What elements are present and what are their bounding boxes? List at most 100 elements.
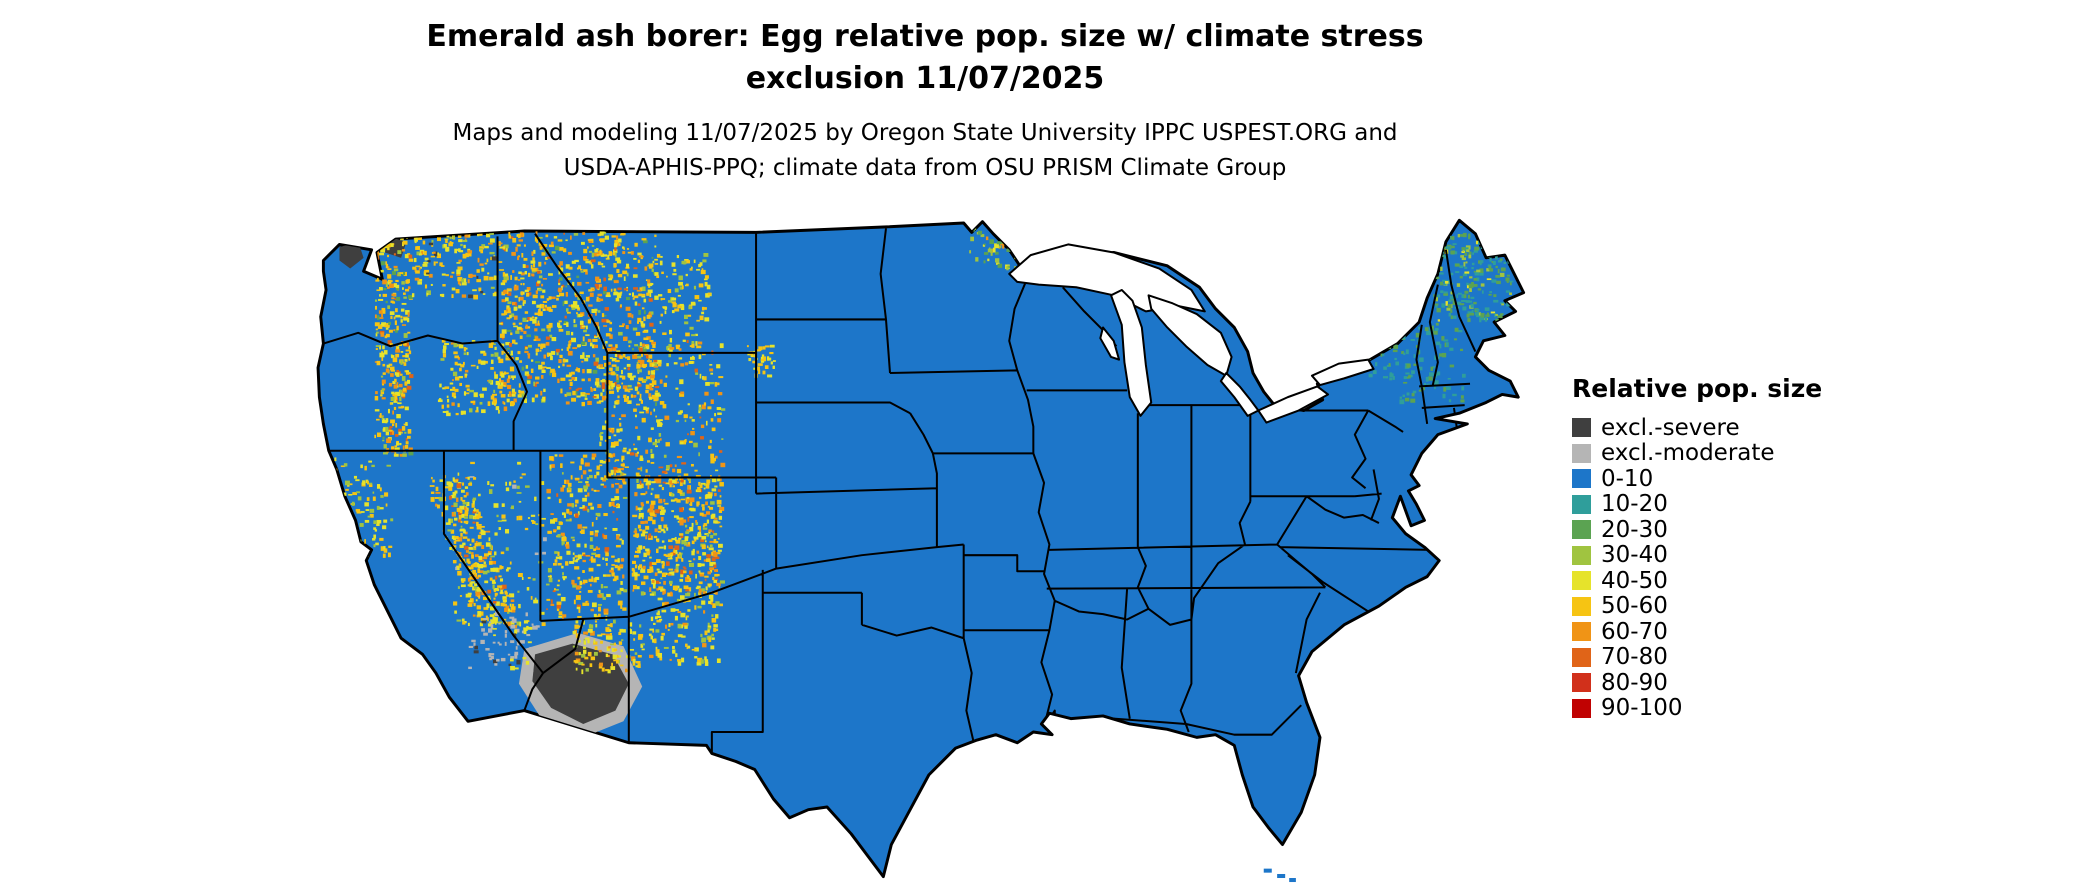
raster-cell bbox=[624, 466, 629, 468]
raster-cell bbox=[473, 650, 479, 654]
raster-cell bbox=[577, 616, 582, 618]
raster-cell bbox=[692, 558, 696, 561]
raster-cell bbox=[664, 306, 667, 311]
raster-cell bbox=[556, 526, 561, 530]
raster-cell bbox=[563, 273, 568, 277]
raster-cell bbox=[661, 540, 665, 543]
raster-cell bbox=[584, 397, 588, 400]
raster-cell bbox=[1496, 280, 1501, 285]
raster-cell bbox=[691, 540, 695, 545]
raster-cell bbox=[668, 545, 674, 550]
raster-cell bbox=[613, 505, 618, 508]
raster-cell bbox=[637, 317, 642, 322]
raster-cell bbox=[1457, 292, 1462, 295]
raster-cell bbox=[365, 509, 370, 511]
raster-cell bbox=[538, 514, 540, 517]
raster-cell bbox=[497, 641, 500, 644]
raster-cell bbox=[641, 643, 645, 646]
raster-cell bbox=[577, 640, 581, 643]
raster-cell bbox=[501, 514, 506, 519]
raster-cell bbox=[574, 294, 578, 298]
raster-cell bbox=[1470, 296, 1475, 299]
raster-cell bbox=[605, 574, 611, 577]
raster-cell bbox=[368, 460, 373, 463]
raster-cell bbox=[595, 512, 601, 516]
raster-cell bbox=[417, 236, 422, 240]
raster-cell bbox=[674, 288, 679, 293]
raster-cell bbox=[441, 293, 445, 298]
raster-cell bbox=[669, 480, 674, 485]
raster-cell bbox=[645, 389, 649, 394]
raster-cell bbox=[1459, 275, 1463, 279]
raster-cell bbox=[663, 530, 666, 534]
raster-cell bbox=[711, 477, 717, 483]
raster-cell bbox=[480, 249, 484, 254]
raster-cell bbox=[493, 343, 496, 346]
raster-cell bbox=[687, 499, 690, 503]
raster-cell bbox=[613, 441, 619, 447]
raster-cell bbox=[489, 653, 495, 656]
raster-cell bbox=[472, 521, 476, 524]
raster-cell bbox=[390, 402, 392, 405]
raster-cell bbox=[540, 375, 544, 379]
raster-cell bbox=[599, 249, 602, 255]
raster-cell bbox=[505, 357, 511, 361]
raster-cell bbox=[1474, 246, 1480, 251]
raster-cell bbox=[562, 301, 565, 307]
raster-cell bbox=[588, 250, 593, 253]
raster-cell bbox=[454, 490, 458, 494]
raster-cell bbox=[498, 575, 502, 578]
raster-cell bbox=[641, 417, 646, 423]
raster-cell bbox=[656, 253, 661, 258]
raster-cell bbox=[558, 270, 561, 275]
raster-cell bbox=[976, 231, 979, 235]
raster-cell bbox=[614, 353, 618, 358]
raster-cell bbox=[589, 559, 592, 561]
raster-cell bbox=[1457, 330, 1463, 333]
raster-cell bbox=[605, 557, 608, 561]
raster-cell bbox=[661, 470, 667, 474]
raster-cell bbox=[585, 392, 590, 395]
raster-cell bbox=[709, 506, 714, 510]
raster-cell bbox=[654, 494, 660, 499]
figure-title: Emerald ash borer: Egg relative pop. siz… bbox=[0, 16, 1850, 100]
raster-cell bbox=[510, 606, 516, 610]
raster-cell bbox=[444, 505, 449, 511]
raster-cell bbox=[498, 261, 503, 263]
raster-cell bbox=[479, 401, 483, 405]
raster-cell bbox=[540, 390, 543, 396]
raster-cell bbox=[641, 363, 648, 367]
raster-cell bbox=[433, 261, 436, 266]
raster-cell bbox=[644, 575, 648, 579]
raster-cell bbox=[633, 267, 638, 270]
raster-cell bbox=[465, 492, 469, 496]
raster-cell bbox=[556, 604, 562, 609]
raster-cell bbox=[593, 577, 597, 583]
raster-cell bbox=[710, 645, 715, 650]
raster-cell bbox=[462, 239, 468, 243]
raster-cell bbox=[677, 634, 683, 638]
raster-cell bbox=[422, 263, 428, 267]
raster-cell bbox=[554, 588, 559, 591]
raster-cell bbox=[355, 479, 360, 482]
raster-cell bbox=[1476, 314, 1481, 318]
raster-cell bbox=[612, 654, 617, 660]
raster-cell bbox=[526, 287, 531, 291]
raster-cell bbox=[534, 236, 538, 242]
raster-cell bbox=[640, 567, 645, 572]
raster-cell bbox=[431, 476, 433, 480]
raster-cell bbox=[368, 484, 373, 488]
raster-cell bbox=[1495, 265, 1498, 269]
raster-cell bbox=[563, 248, 567, 253]
raster-cell bbox=[651, 341, 656, 345]
raster-cell bbox=[634, 492, 638, 497]
raster-cell bbox=[593, 336, 598, 339]
raster-cell bbox=[1460, 255, 1464, 258]
raster-cell bbox=[676, 468, 682, 474]
raster-cell bbox=[651, 394, 656, 400]
raster-cell bbox=[668, 348, 671, 350]
raster-cell bbox=[675, 653, 678, 658]
raster-cell bbox=[1413, 363, 1417, 366]
raster-cell bbox=[683, 480, 686, 485]
raster-cell bbox=[575, 390, 578, 395]
